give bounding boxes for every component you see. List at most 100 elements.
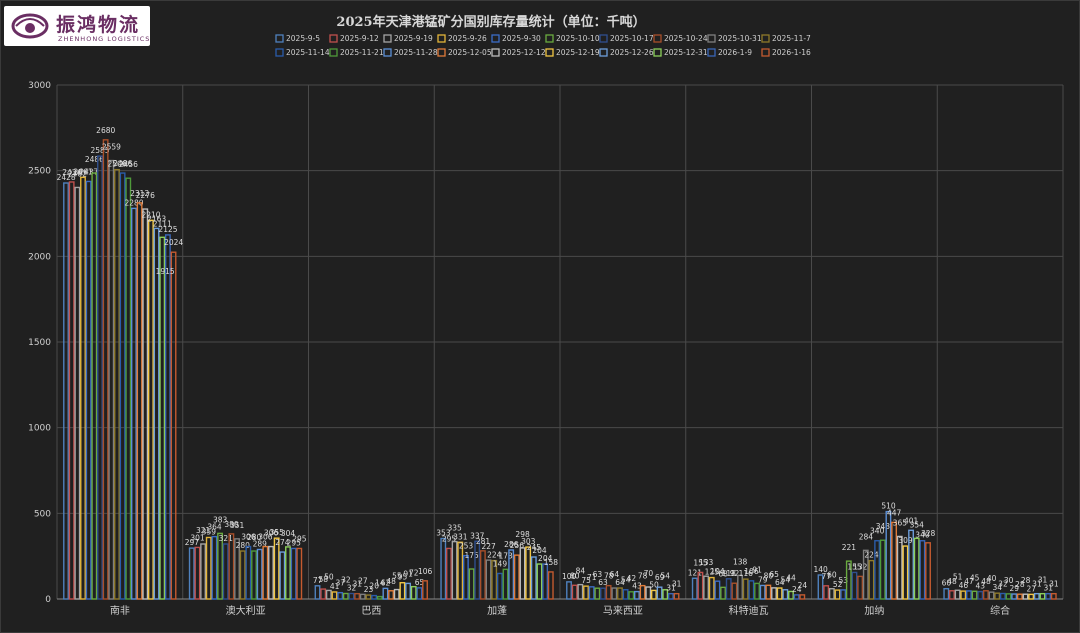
bar (788, 590, 794, 600)
bar (296, 547, 303, 600)
bar (416, 587, 423, 600)
data-label: 2434 (62, 168, 81, 177)
legend-swatch (329, 48, 338, 57)
bar (879, 539, 886, 600)
bar (588, 586, 595, 600)
data-label: 328 (921, 529, 936, 538)
data-label: 2486 (85, 155, 104, 164)
bar (405, 582, 411, 600)
bar (691, 577, 698, 600)
bar (913, 537, 920, 600)
logo-mark-icon (11, 13, 49, 39)
data-label: 31 (1032, 580, 1042, 589)
bar (279, 551, 286, 600)
bar (399, 582, 406, 600)
bar (239, 550, 246, 600)
legend-entry: 2025-9-19 (394, 34, 433, 43)
bar (188, 547, 195, 600)
bar (337, 591, 344, 600)
data-label: 447 (887, 508, 902, 517)
bar (600, 587, 606, 600)
data-label: 2559 (102, 143, 121, 152)
bar (153, 227, 160, 600)
bar (650, 589, 657, 600)
category-label: 综合 (990, 604, 1010, 617)
data-label: 365 (893, 518, 908, 527)
data-label: 28 (1015, 580, 1025, 589)
data-label: 2163 (147, 214, 166, 223)
bar (823, 585, 830, 600)
data-label: 380 (224, 520, 239, 529)
legend-swatch (275, 34, 284, 43)
data-label: 31 (1038, 576, 1048, 585)
bar (697, 571, 704, 600)
data-label: 31 (666, 584, 676, 593)
data-label: 54 (781, 576, 791, 585)
data-label: 40 (987, 574, 997, 583)
legend-swatch (707, 34, 716, 43)
bar (119, 172, 126, 600)
category-label: 加蓬 (487, 605, 507, 617)
data-label: 43 (976, 582, 986, 591)
bar (703, 575, 710, 600)
bar (194, 546, 201, 600)
data-label: 221 (842, 543, 857, 552)
legend-entry: 2025-9-26 (448, 34, 487, 43)
bar (1005, 593, 1012, 600)
bar (667, 592, 674, 600)
bar (285, 546, 291, 600)
bar (633, 590, 640, 600)
data-label: 27 (358, 576, 368, 585)
data-label: 48 (386, 577, 396, 586)
legend-swatch (761, 48, 770, 57)
bar (782, 589, 789, 600)
data-label: 116 (739, 569, 754, 578)
data-label: 303 (521, 537, 536, 546)
bar (222, 543, 229, 600)
bar (605, 584, 612, 600)
y-tick-label: 0 (45, 595, 51, 605)
legend-entry: 2025-12-31 (664, 48, 708, 57)
bar (776, 587, 783, 600)
data-label: 64 (615, 578, 625, 587)
bar (1011, 593, 1018, 600)
legend-entry: 2025-9-5 (286, 34, 320, 43)
data-label: 364 (207, 523, 222, 532)
bar (234, 538, 240, 600)
bar (868, 559, 875, 600)
data-label: 281 (476, 537, 491, 546)
data-label: 55 (392, 572, 402, 581)
data-label: 245 (527, 543, 542, 552)
legend-swatch (545, 48, 554, 57)
bar (164, 234, 171, 600)
data-label: 280 (236, 541, 251, 550)
legend-entry: 2026-1-16 (772, 48, 811, 57)
data-label: 95 (398, 573, 408, 582)
data-label: 20 (369, 582, 379, 591)
data-label: 284 (859, 532, 874, 541)
data-label: 149 (493, 559, 508, 568)
data-label: 65 (415, 578, 425, 587)
bar (479, 550, 486, 600)
data-label: 297 (185, 538, 200, 547)
bar (273, 537, 280, 600)
bar (422, 580, 428, 600)
data-label: 31 (672, 580, 682, 589)
data-label: 54 (661, 572, 671, 581)
bar (1016, 593, 1023, 600)
data-label: 62 (381, 578, 391, 587)
data-label: 301 (190, 533, 205, 542)
company-logo: 振鸿物流 ZHENHONG LOGISTICS (4, 6, 150, 46)
bar (217, 532, 223, 600)
bar (91, 172, 98, 600)
data-label: 204 (538, 554, 553, 563)
bar (376, 595, 383, 600)
legend-swatch (653, 48, 662, 57)
bar (571, 584, 578, 600)
data-label: 155 (847, 562, 862, 571)
bar (74, 186, 81, 600)
bar (639, 584, 646, 600)
bar (457, 541, 464, 600)
data-label: 80 (570, 571, 580, 580)
data-label: 106 (418, 567, 433, 576)
